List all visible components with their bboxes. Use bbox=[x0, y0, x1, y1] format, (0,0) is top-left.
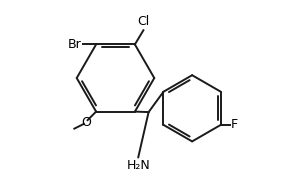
Text: Cl: Cl bbox=[137, 15, 150, 28]
Text: Br: Br bbox=[68, 38, 82, 51]
Text: H₂N: H₂N bbox=[126, 159, 150, 172]
Text: O: O bbox=[81, 116, 91, 128]
Text: F: F bbox=[231, 118, 238, 131]
